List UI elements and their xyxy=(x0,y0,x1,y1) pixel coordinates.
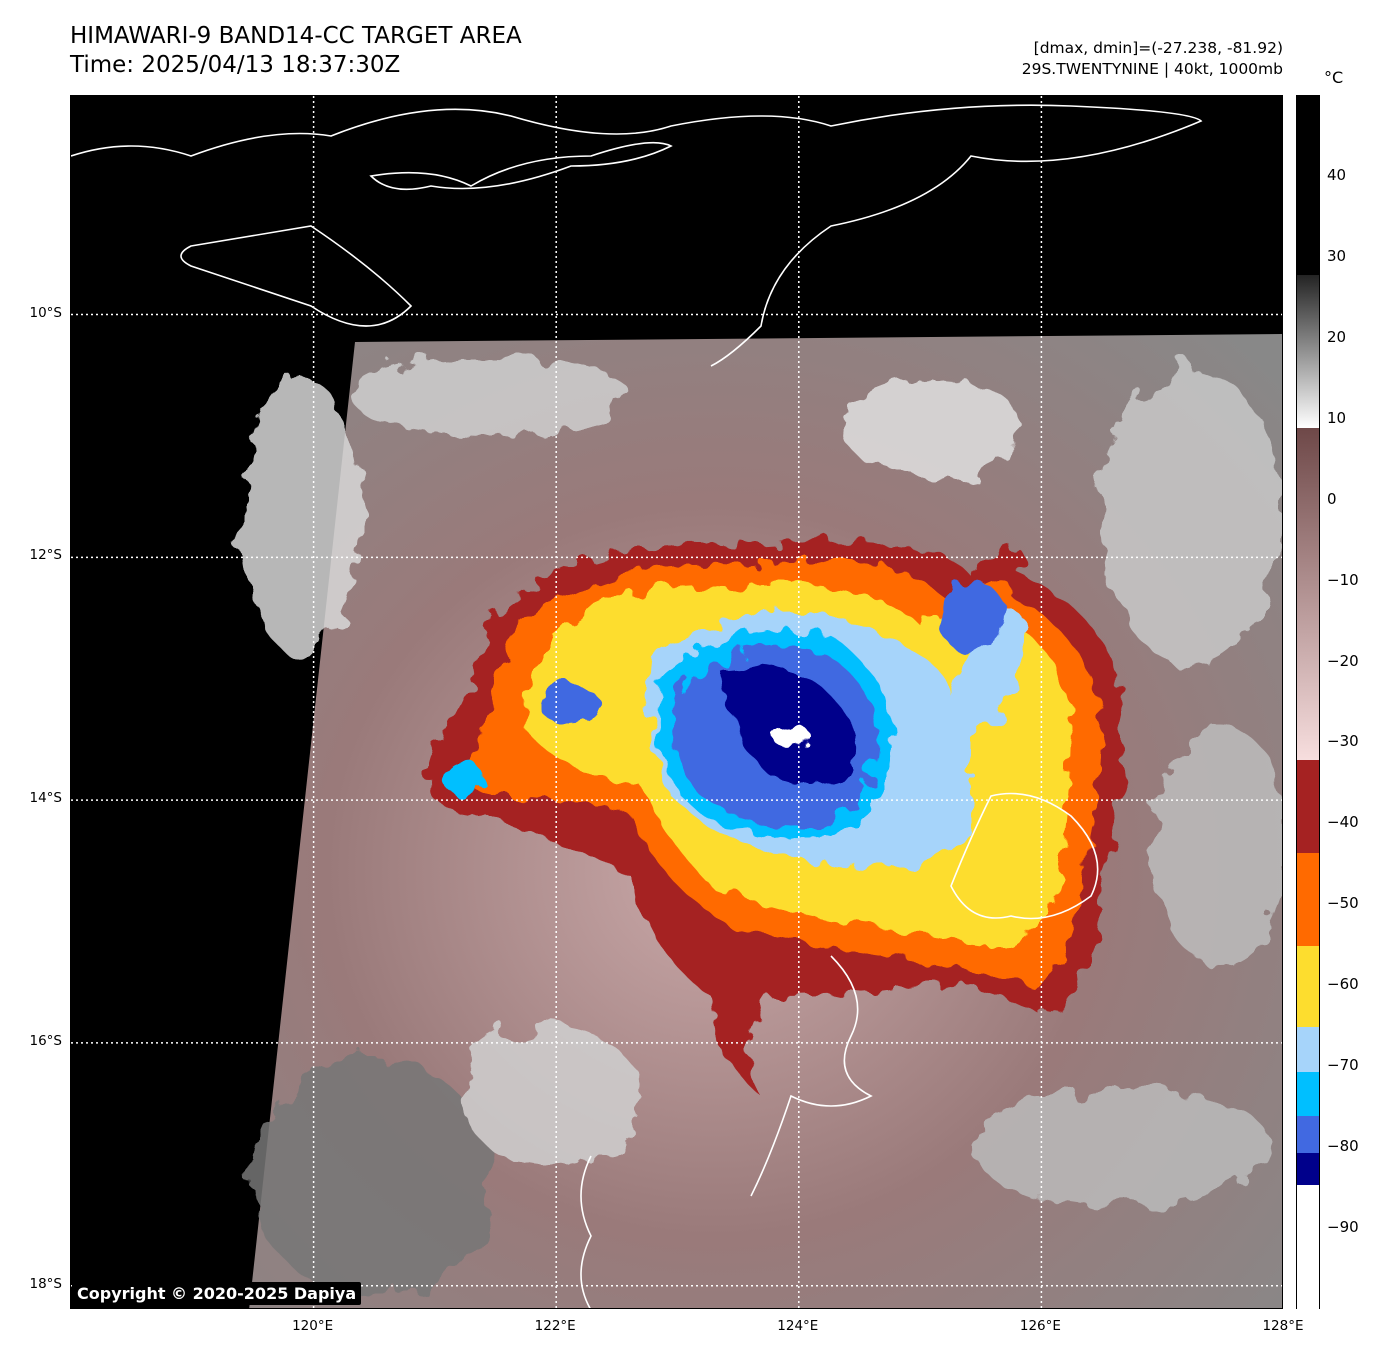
colorbar-tick-label: −70 xyxy=(1327,1056,1359,1075)
latitude-label: 12°S xyxy=(29,547,63,564)
metadata: [dmax, dmin]=(-27.238, -81.92) 29S.TWENT… xyxy=(1022,38,1283,80)
gridlines xyxy=(71,96,1282,1308)
chart-title: HIMAWARI-9 BAND14-CC TARGET AREA Time: 2… xyxy=(70,22,522,80)
range-text: [dmax, dmin]=(-27.238, -81.92) xyxy=(1033,39,1283,57)
colorbar-segment xyxy=(1297,96,1319,275)
colorbar-segment xyxy=(1297,427,1319,761)
colorbar-segment xyxy=(1297,1115,1319,1153)
longitude-label: 120°E xyxy=(292,1318,334,1334)
colorbar-tick-label: −30 xyxy=(1327,732,1359,751)
colorbar-tick-label: −10 xyxy=(1327,570,1359,589)
storm-cloud-tops xyxy=(427,540,1124,1096)
grey-clouds xyxy=(241,356,1282,1296)
longitude-label: 124°E xyxy=(777,1318,819,1334)
colorbar-segment xyxy=(1297,852,1319,947)
colorbar-segment xyxy=(1297,1026,1319,1072)
longitude-label: 128°E xyxy=(1262,1318,1304,1334)
longitude-label: 122°E xyxy=(534,1318,576,1334)
map-svg xyxy=(71,96,1282,1308)
colorbar-tick-label: −20 xyxy=(1327,651,1359,670)
copyright-label: Copyright © 2020-2025 Dapiya xyxy=(72,1282,362,1305)
latitude-label: 10°S xyxy=(29,304,63,321)
latitude-label: 16°S xyxy=(29,1032,63,1049)
colorbar-segment xyxy=(1297,1152,1319,1186)
longitude-label: 126°E xyxy=(1019,1318,1061,1334)
colorbar-tick-label: 10 xyxy=(1327,408,1347,427)
colorbar-tick-label: −60 xyxy=(1327,975,1359,994)
colorbar-segment xyxy=(1297,945,1319,1028)
colorbar-tick-label: 40 xyxy=(1327,165,1347,184)
colorbar-segment xyxy=(1297,274,1319,429)
latitude-label: 14°S xyxy=(29,790,63,807)
colorbar-tick-label: −50 xyxy=(1327,894,1359,913)
coastlines xyxy=(71,104,1203,1308)
colorbar-segment xyxy=(1297,1184,1319,1311)
colorbar xyxy=(1296,95,1320,1311)
colorbar-tick-label: −90 xyxy=(1327,1218,1359,1237)
storm-text: 29S.TWENTYNINE | 40kt, 1000mb xyxy=(1021,60,1283,78)
latitude-label: 18°S xyxy=(29,1275,63,1292)
colorbar-tick-label: −40 xyxy=(1327,813,1359,832)
colorbar-segment xyxy=(1297,1071,1319,1117)
satellite-map xyxy=(70,95,1283,1309)
time-text: Time: 2025/04/13 18:37:30Z xyxy=(70,52,401,78)
colorbar-segment xyxy=(1297,759,1319,854)
colorbar-tick-label: −80 xyxy=(1327,1137,1359,1156)
title-text: HIMAWARI-9 BAND14-CC TARGET AREA xyxy=(70,23,522,49)
colorbar-tick-label: 0 xyxy=(1327,489,1337,508)
colorbar-tick-label: 30 xyxy=(1327,246,1347,265)
colorbar-unit: °C xyxy=(1324,68,1344,87)
colorbar-tick-label: 20 xyxy=(1327,327,1347,346)
